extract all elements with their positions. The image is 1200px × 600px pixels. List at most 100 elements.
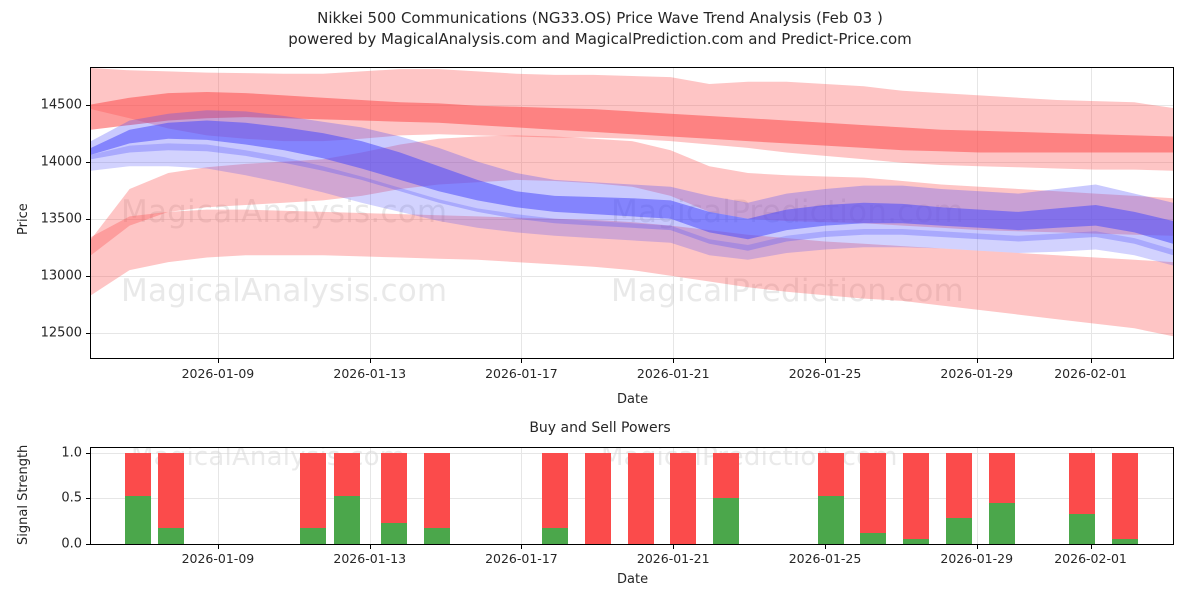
price-y-tick-label: 14500 (40, 97, 82, 113)
signal-bar[interactable] (584, 452, 611, 544)
price-gridline (91, 332, 1173, 334)
signal-y-tick-label: 1.0 (61, 445, 82, 461)
signal-x-axis-label: Date (617, 572, 649, 587)
signal-x-tick-label: 2026-01-21 (636, 551, 710, 566)
price-y-axis-label: Price (16, 203, 31, 235)
signal-bar[interactable] (158, 452, 185, 544)
signal-x-tick-label: 2026-01-13 (333, 551, 407, 566)
signal-bar[interactable] (380, 452, 407, 544)
price-gridline-v (521, 68, 523, 358)
price-y-tick-mark (86, 275, 90, 277)
price-y-tick-mark (86, 104, 90, 106)
price-x-tick-mark (521, 359, 523, 363)
buy-power-segment (333, 495, 360, 544)
price-x-tick-mark (369, 359, 371, 363)
price-y-tick-label: 14000 (40, 154, 82, 170)
buy-power-segment (380, 522, 407, 544)
price-gridline (91, 161, 1173, 163)
sell-power-segment (713, 452, 740, 499)
price-x-tick-label: 2026-01-13 (333, 366, 407, 381)
price-x-axis-label: Date (617, 392, 649, 407)
signal-y-tick-mark (86, 498, 90, 500)
price-gridline-v (217, 68, 219, 358)
price-y-tick-label: 13000 (40, 268, 82, 284)
sell-power-segment (1069, 452, 1096, 514)
buy-power-segment (542, 528, 569, 544)
signal-bar[interactable] (542, 452, 569, 544)
price-gridline-v (369, 68, 371, 358)
signal-y-tick-mark (86, 544, 90, 545)
sell-power-segment (584, 452, 611, 544)
price-gridline (91, 218, 1173, 220)
signal-x-tick-mark (369, 545, 371, 549)
signal-bar[interactable] (300, 452, 327, 544)
signal-x-tick-label: 2026-01-29 (940, 551, 1014, 566)
buy-power-segment (1069, 513, 1096, 544)
signal-bar[interactable] (333, 452, 360, 544)
page-subtitle: powered by MagicalAnalysis.com and Magic… (288, 30, 912, 48)
signal-y-tick-mark (86, 452, 90, 454)
signal-x-tick-mark (825, 545, 827, 549)
signal-chart-title: Buy and Sell Powers (529, 420, 671, 436)
signal-bar[interactable] (903, 452, 930, 544)
sell-power-segment (300, 452, 327, 529)
signal-gridline-v (521, 448, 523, 544)
price-x-tick-label: 2026-01-17 (485, 366, 558, 381)
signal-x-tick-mark (673, 545, 675, 549)
price-gridline (91, 104, 1173, 106)
price-x-tick-label: 2026-01-29 (940, 366, 1014, 381)
buy-power-segment (124, 495, 151, 544)
price-gridline (91, 275, 1173, 277)
signal-gridline-v (369, 448, 371, 544)
signal-bar[interactable] (670, 452, 697, 544)
signal-bar[interactable] (423, 452, 450, 544)
signal-bar[interactable] (988, 452, 1015, 544)
price-y-tick-mark (86, 332, 90, 334)
buy-power-segment (988, 502, 1015, 544)
buy-power-segment (158, 528, 185, 544)
signal-bar[interactable] (713, 452, 740, 544)
signal-x-tick-label: 2026-01-09 (181, 551, 255, 566)
signal-x-tick-mark (976, 545, 978, 549)
signal-x-tick-mark (521, 545, 523, 549)
signal-bar[interactable] (817, 452, 844, 544)
signal-x-tick-label: 2026-01-25 (788, 551, 862, 566)
signal-bar[interactable] (1111, 452, 1138, 544)
page-title: Nikkei 500 Communications (NG33.OS) Pric… (317, 9, 883, 27)
sell-power-segment (903, 452, 930, 540)
price-x-tick-label: 2026-01-21 (636, 366, 710, 381)
price-x-tick-label: 2026-01-09 (181, 366, 255, 381)
sell-power-segment (380, 452, 407, 523)
price-y-tick-mark (86, 218, 90, 220)
signal-y-tick-label: 0.5 (61, 490, 82, 506)
signal-bar[interactable] (860, 452, 887, 544)
sell-power-segment (333, 452, 360, 496)
price-x-tick-label: 2026-02-01 (1054, 366, 1127, 381)
band-blue-wave-lower (91, 143, 1173, 266)
sell-power-segment (1111, 452, 1138, 540)
sell-power-segment (158, 452, 185, 529)
sell-power-segment (542, 452, 569, 529)
buy-power-segment (713, 498, 740, 544)
chart-title-block: Nikkei 500 Communications (NG33.OS) Pric… (0, 8, 1200, 50)
price-x-tick-mark (673, 359, 675, 363)
buy-power-segment (423, 528, 450, 544)
signal-bar[interactable] (1069, 452, 1096, 544)
buy-power-segment (300, 528, 327, 544)
signal-y-axis-label: Signal Strength (16, 444, 31, 545)
signal-gridline-v (976, 448, 978, 544)
signal-x-tick-mark (1090, 545, 1092, 549)
signal-bar[interactable] (124, 452, 151, 544)
signal-bar[interactable] (627, 452, 654, 544)
signal-bar[interactable] (945, 452, 972, 544)
band-blue-wave-core (91, 120, 1173, 244)
band-lower-red-band (91, 209, 1173, 337)
price-x-tick-mark (825, 359, 827, 363)
price-x-tick-mark (217, 359, 219, 363)
sell-power-segment (860, 452, 887, 534)
sell-power-segment (670, 452, 697, 544)
buy-power-segment (1111, 539, 1138, 544)
buy-power-segment (817, 495, 844, 544)
sell-power-segment (945, 452, 972, 519)
